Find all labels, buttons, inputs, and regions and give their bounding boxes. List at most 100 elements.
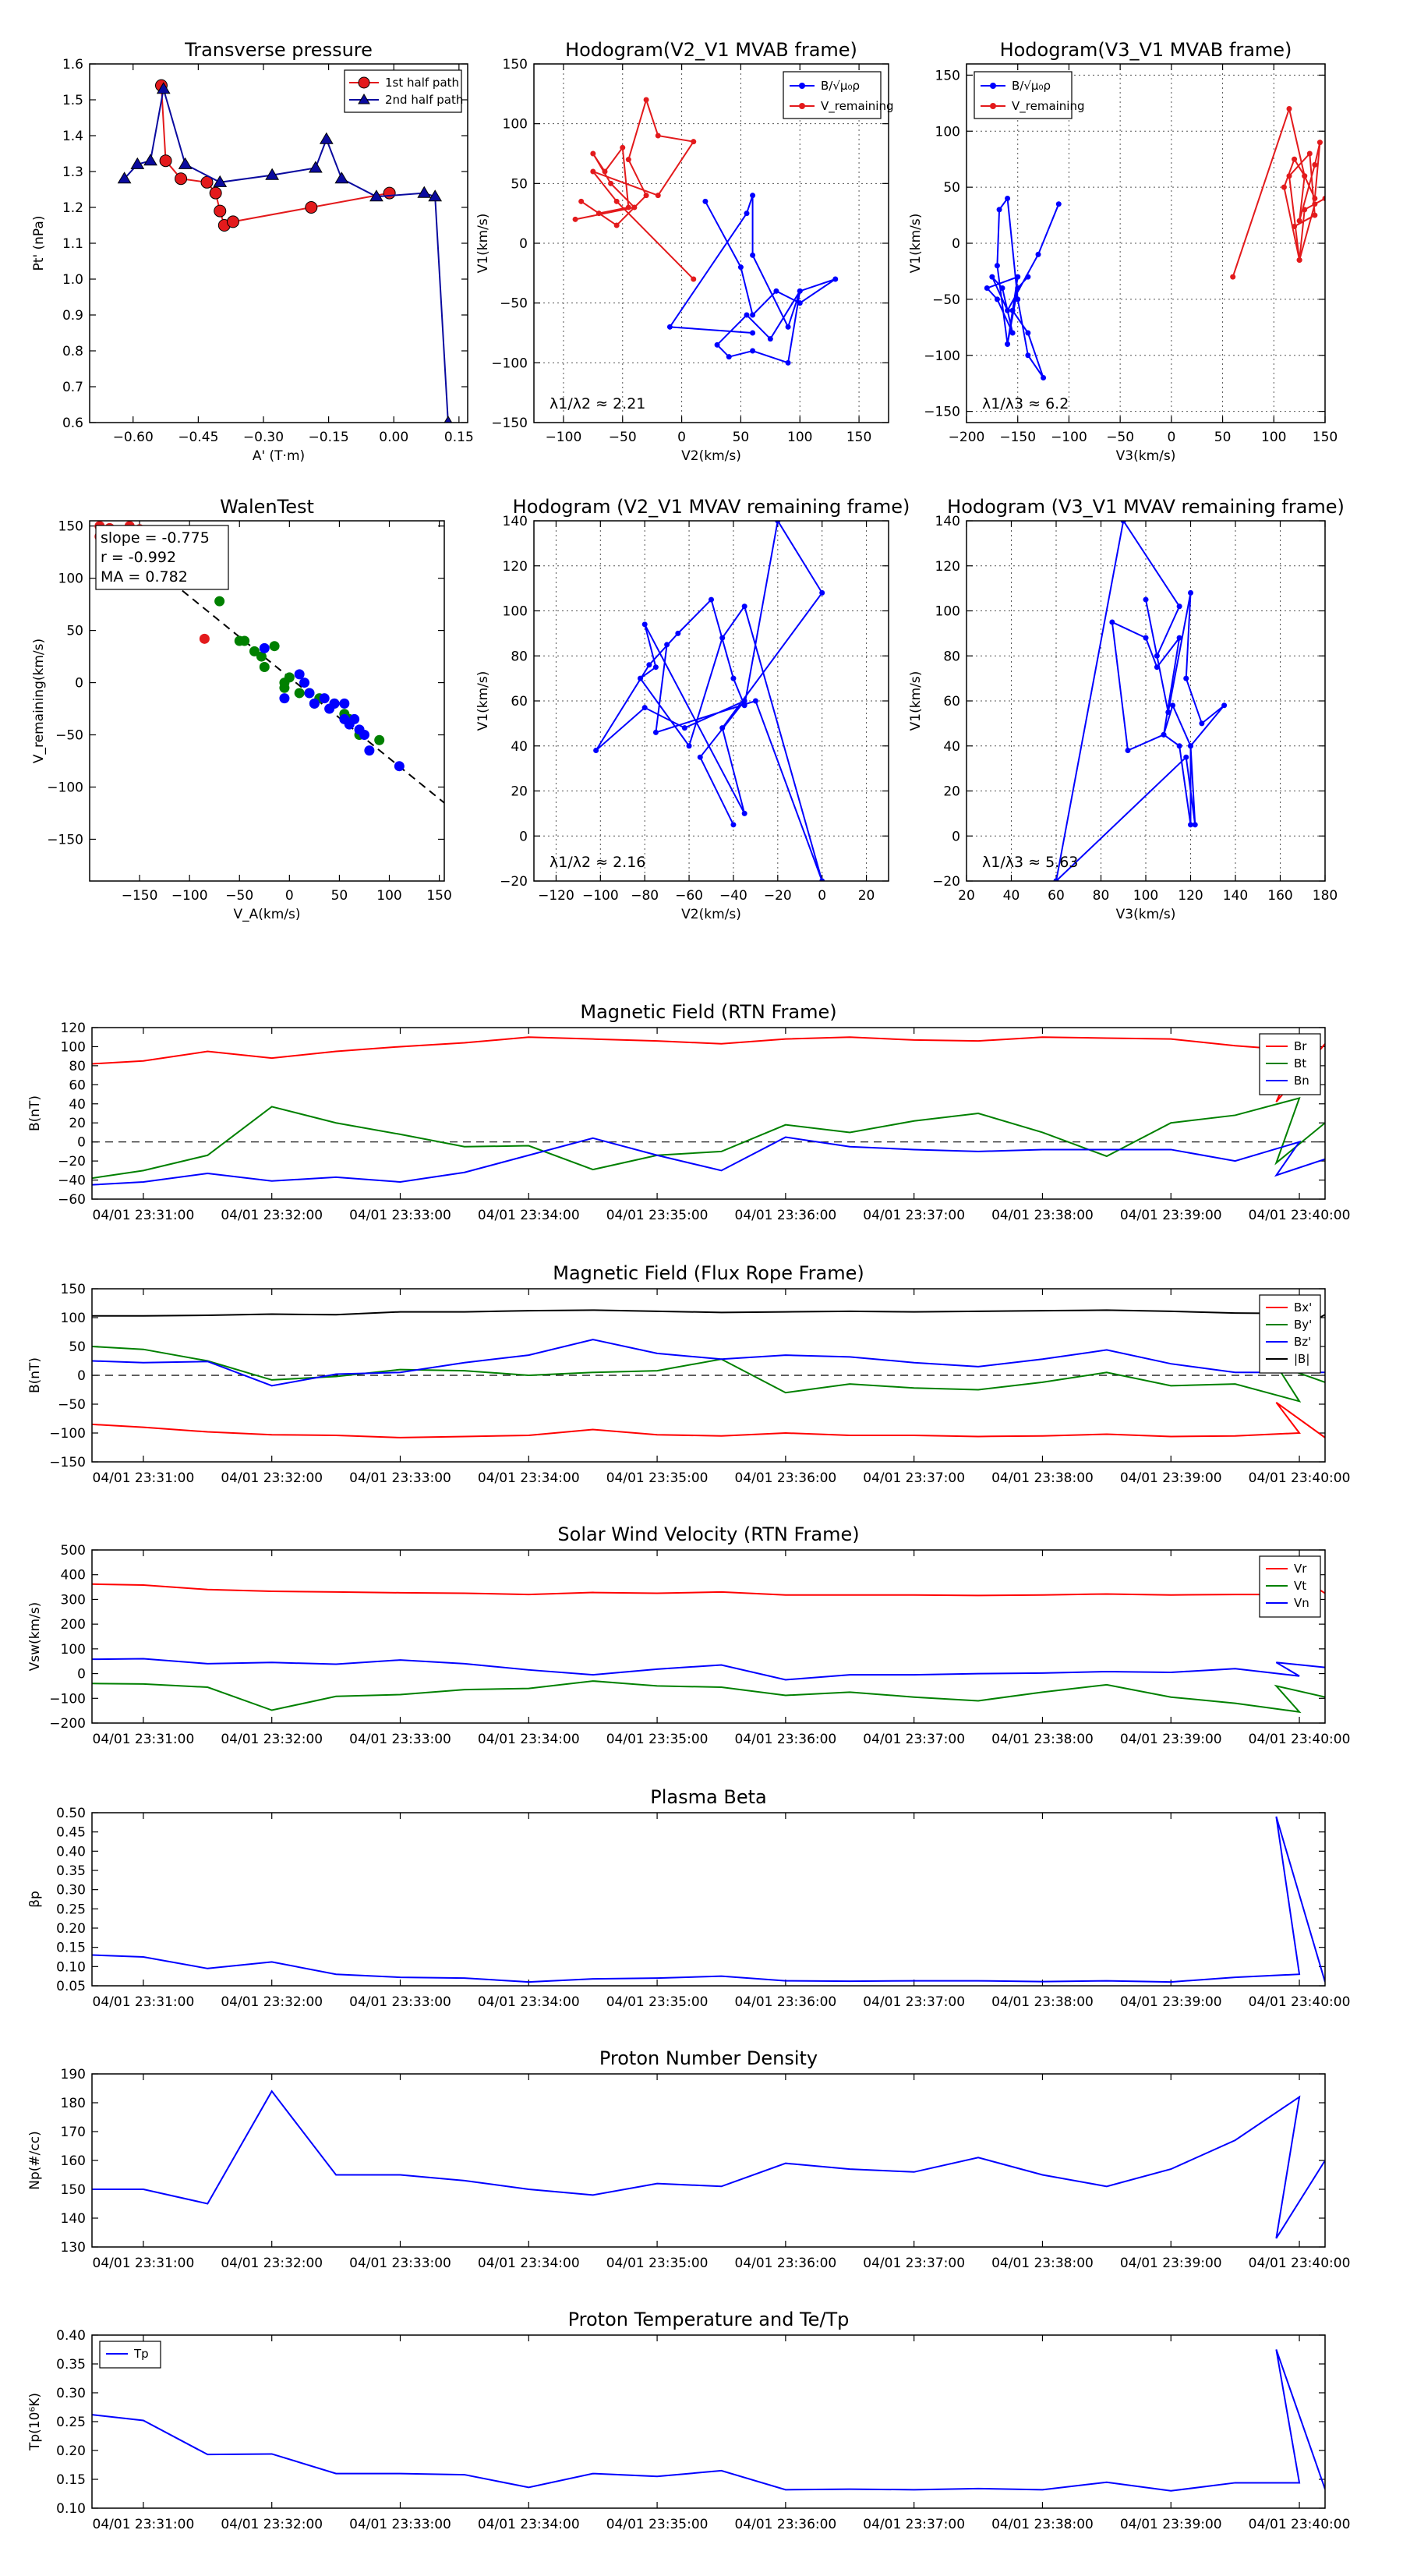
legend-label: Vt xyxy=(1294,1579,1306,1593)
y-tick-label: −60 xyxy=(58,1192,86,1208)
x-tick-label: 0.15 xyxy=(444,430,474,445)
data-point xyxy=(214,596,225,607)
data-point xyxy=(1055,201,1062,207)
y-tick-label: 0 xyxy=(952,829,960,844)
y-tick-label: 0 xyxy=(77,1667,86,1683)
data-point xyxy=(590,168,596,175)
y-tick-label: 50 xyxy=(69,1339,86,1355)
x-tick-label: 20 xyxy=(858,888,875,904)
y-tick-label: −100 xyxy=(47,780,83,795)
data-point xyxy=(305,201,318,214)
data-point xyxy=(117,172,132,184)
data-point xyxy=(1015,285,1021,291)
plot-frame xyxy=(89,63,468,423)
x-tick-label: 04/01 23:37:00 xyxy=(863,1994,965,2010)
plot-area xyxy=(92,2349,1325,2492)
y-tick-label: −200 xyxy=(49,1716,86,1732)
x-tick-label: 04/01 23:35:00 xyxy=(606,2256,709,2271)
legend-label: Bn xyxy=(1294,1074,1309,1088)
series-line-1st half path xyxy=(160,85,390,227)
legend-label: 2nd half path xyxy=(385,93,463,107)
y-tick-label: 190 xyxy=(61,2067,86,2082)
data-point xyxy=(832,276,839,282)
data-point xyxy=(1176,635,1182,641)
x-tick-label: 04/01 23:37:00 xyxy=(863,1470,965,1486)
x-tick-label: −150 xyxy=(999,430,1036,445)
data-point xyxy=(269,641,280,652)
x-tick-label: −100 xyxy=(582,888,619,904)
y-tick-label: 0.10 xyxy=(56,2501,86,2517)
x-tick-label: 04/01 23:40:00 xyxy=(1249,1208,1351,1223)
y-tick-label: 0.20 xyxy=(56,2443,86,2459)
x-axis-label: V3(km/s) xyxy=(1116,448,1176,464)
plot-frame xyxy=(91,1027,1326,1200)
data-point xyxy=(364,745,375,756)
y-tick-label: 40 xyxy=(511,739,528,755)
data-point xyxy=(608,180,614,186)
data-point xyxy=(1183,675,1189,681)
y-tick-label: 40 xyxy=(943,739,960,755)
data-point xyxy=(259,661,270,672)
y-axis-label: Pt' (nPa) xyxy=(31,216,47,271)
data-point xyxy=(819,878,825,881)
data-point xyxy=(625,157,631,163)
x-tick-label: −0.15 xyxy=(309,430,349,445)
y-tick-label: 0.25 xyxy=(56,2415,86,2430)
plot-area xyxy=(92,1036,1325,1186)
series-line-V xyxy=(574,97,695,280)
data-point xyxy=(989,274,995,280)
y-tick-label: 150 xyxy=(61,1282,86,1297)
plot-area xyxy=(593,521,825,881)
y-tick-label: 140 xyxy=(503,514,528,529)
x-tick-label: 04/01 23:32:00 xyxy=(221,1470,323,1486)
data-point xyxy=(159,154,172,168)
y-tick-label: 80 xyxy=(69,1059,86,1074)
data-point xyxy=(1221,702,1228,709)
ts_mag_rtn: 04/01 23:31:00 04/01 23:32:00 04/01 23:33:… xyxy=(27,1001,1350,1223)
data-point xyxy=(1025,352,1031,359)
data-point xyxy=(1292,156,1298,162)
x-tick-label: 04/01 23:36:00 xyxy=(735,2517,837,2532)
x-tick-label: 04/01 23:35:00 xyxy=(606,2517,709,2532)
data-point xyxy=(339,698,350,709)
plot-area xyxy=(572,97,839,366)
legend-label: Vr xyxy=(1294,1562,1307,1576)
plot-frame xyxy=(533,520,889,882)
y-tick-label: 100 xyxy=(61,1039,86,1055)
data-point xyxy=(143,154,157,166)
data-point xyxy=(349,713,360,724)
x-tick-label: 04/01 23:32:00 xyxy=(221,1732,323,1747)
x-tick-label: −50 xyxy=(609,430,637,445)
x-tick-label: 04/01 23:34:00 xyxy=(478,2517,580,2532)
data-point xyxy=(1035,251,1041,257)
x-tick-label: −0.45 xyxy=(178,430,218,445)
y-tick-label: 0 xyxy=(77,1135,86,1151)
y-tick-label: 0.35 xyxy=(56,2357,86,2373)
y-tick-label: 140 xyxy=(935,514,960,529)
data-point xyxy=(741,698,747,704)
data-point xyxy=(1286,106,1292,111)
y-tick-label: −50 xyxy=(58,1397,86,1413)
x-tick-label: 04/01 23:39:00 xyxy=(1120,2256,1222,2271)
legend-marker xyxy=(358,94,370,104)
y-tick-label: 20 xyxy=(69,1116,86,1131)
data-point xyxy=(775,521,781,524)
chart-title: Hodogram(V2_V1 MVAB frame) xyxy=(565,39,857,61)
x-tick-label: 20 xyxy=(958,888,975,904)
data-point xyxy=(1120,521,1126,524)
legend-label: Bx' xyxy=(1294,1300,1312,1315)
x-tick-label: 150 xyxy=(1313,430,1338,445)
data-point xyxy=(319,132,334,144)
x-tick-label: 04/01 23:32:00 xyxy=(221,1994,323,2010)
data-point xyxy=(383,186,396,200)
y-tick-label: 170 xyxy=(61,2125,86,2140)
data-point xyxy=(279,693,290,704)
data-point xyxy=(773,288,779,294)
series-line-Br xyxy=(92,1036,1325,1102)
data-point xyxy=(984,285,990,291)
data-point xyxy=(752,698,758,704)
legend-label: V_remaining xyxy=(821,99,894,114)
data-point xyxy=(1041,375,1047,380)
x-tick-label: 04/01 23:37:00 xyxy=(863,1732,965,1747)
